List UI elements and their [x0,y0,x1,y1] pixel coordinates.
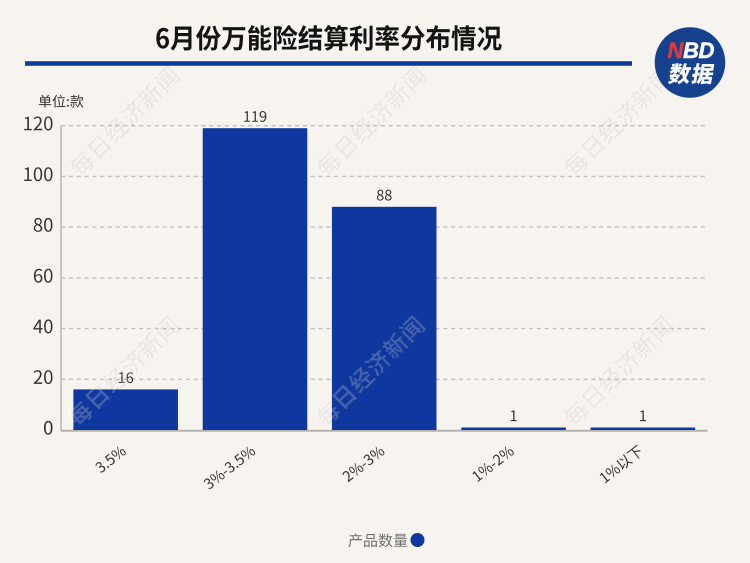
svg-text:NBD: NBD [668,38,715,63]
